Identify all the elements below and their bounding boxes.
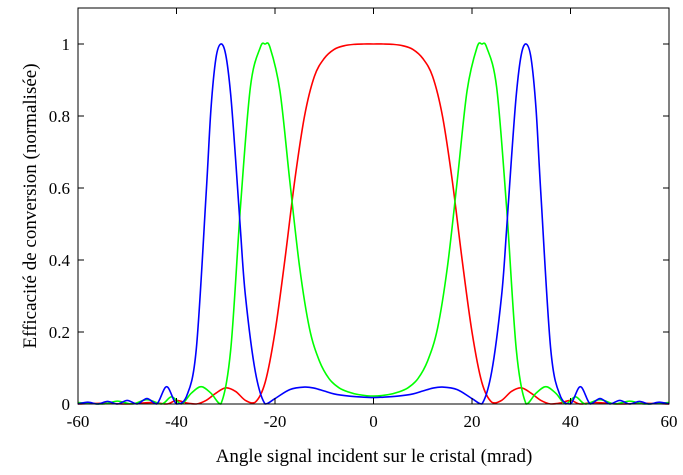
series-layer <box>77 42 670 405</box>
x-axis-title: Angle signal incident sur le cristal (mr… <box>216 446 533 467</box>
x-tick-label: -20 <box>264 412 287 431</box>
y-tick-label: 0.4 <box>49 251 71 270</box>
x-tick-label: 0 <box>369 412 378 431</box>
x-tick-label: -40 <box>165 412 188 431</box>
x-tick-label: 60 <box>661 412 678 431</box>
series-line-2 <box>77 42 670 405</box>
y-tick-label: 0.6 <box>49 179 70 198</box>
series-line-3 <box>77 43 670 405</box>
x-tick-label: -60 <box>67 412 90 431</box>
ticks-layer: -60 -40 -20 0 20 40 60 0 0.2 0.4 0.6 0.8 1 <box>49 8 678 431</box>
y-tick-label: 0.8 <box>49 107 70 126</box>
y-tick-label: 1 <box>62 35 71 54</box>
plot-frame <box>77 7 670 405</box>
y-tick-label: 0.2 <box>49 323 70 342</box>
series-line-1 <box>77 43 670 405</box>
y-tick-label: 0 <box>62 395 71 414</box>
x-tick-label: 40 <box>562 412 579 431</box>
y-axis-title: Efficacité de conversion (normalisée) <box>20 63 41 348</box>
x-tick-label: 20 <box>464 412 481 431</box>
